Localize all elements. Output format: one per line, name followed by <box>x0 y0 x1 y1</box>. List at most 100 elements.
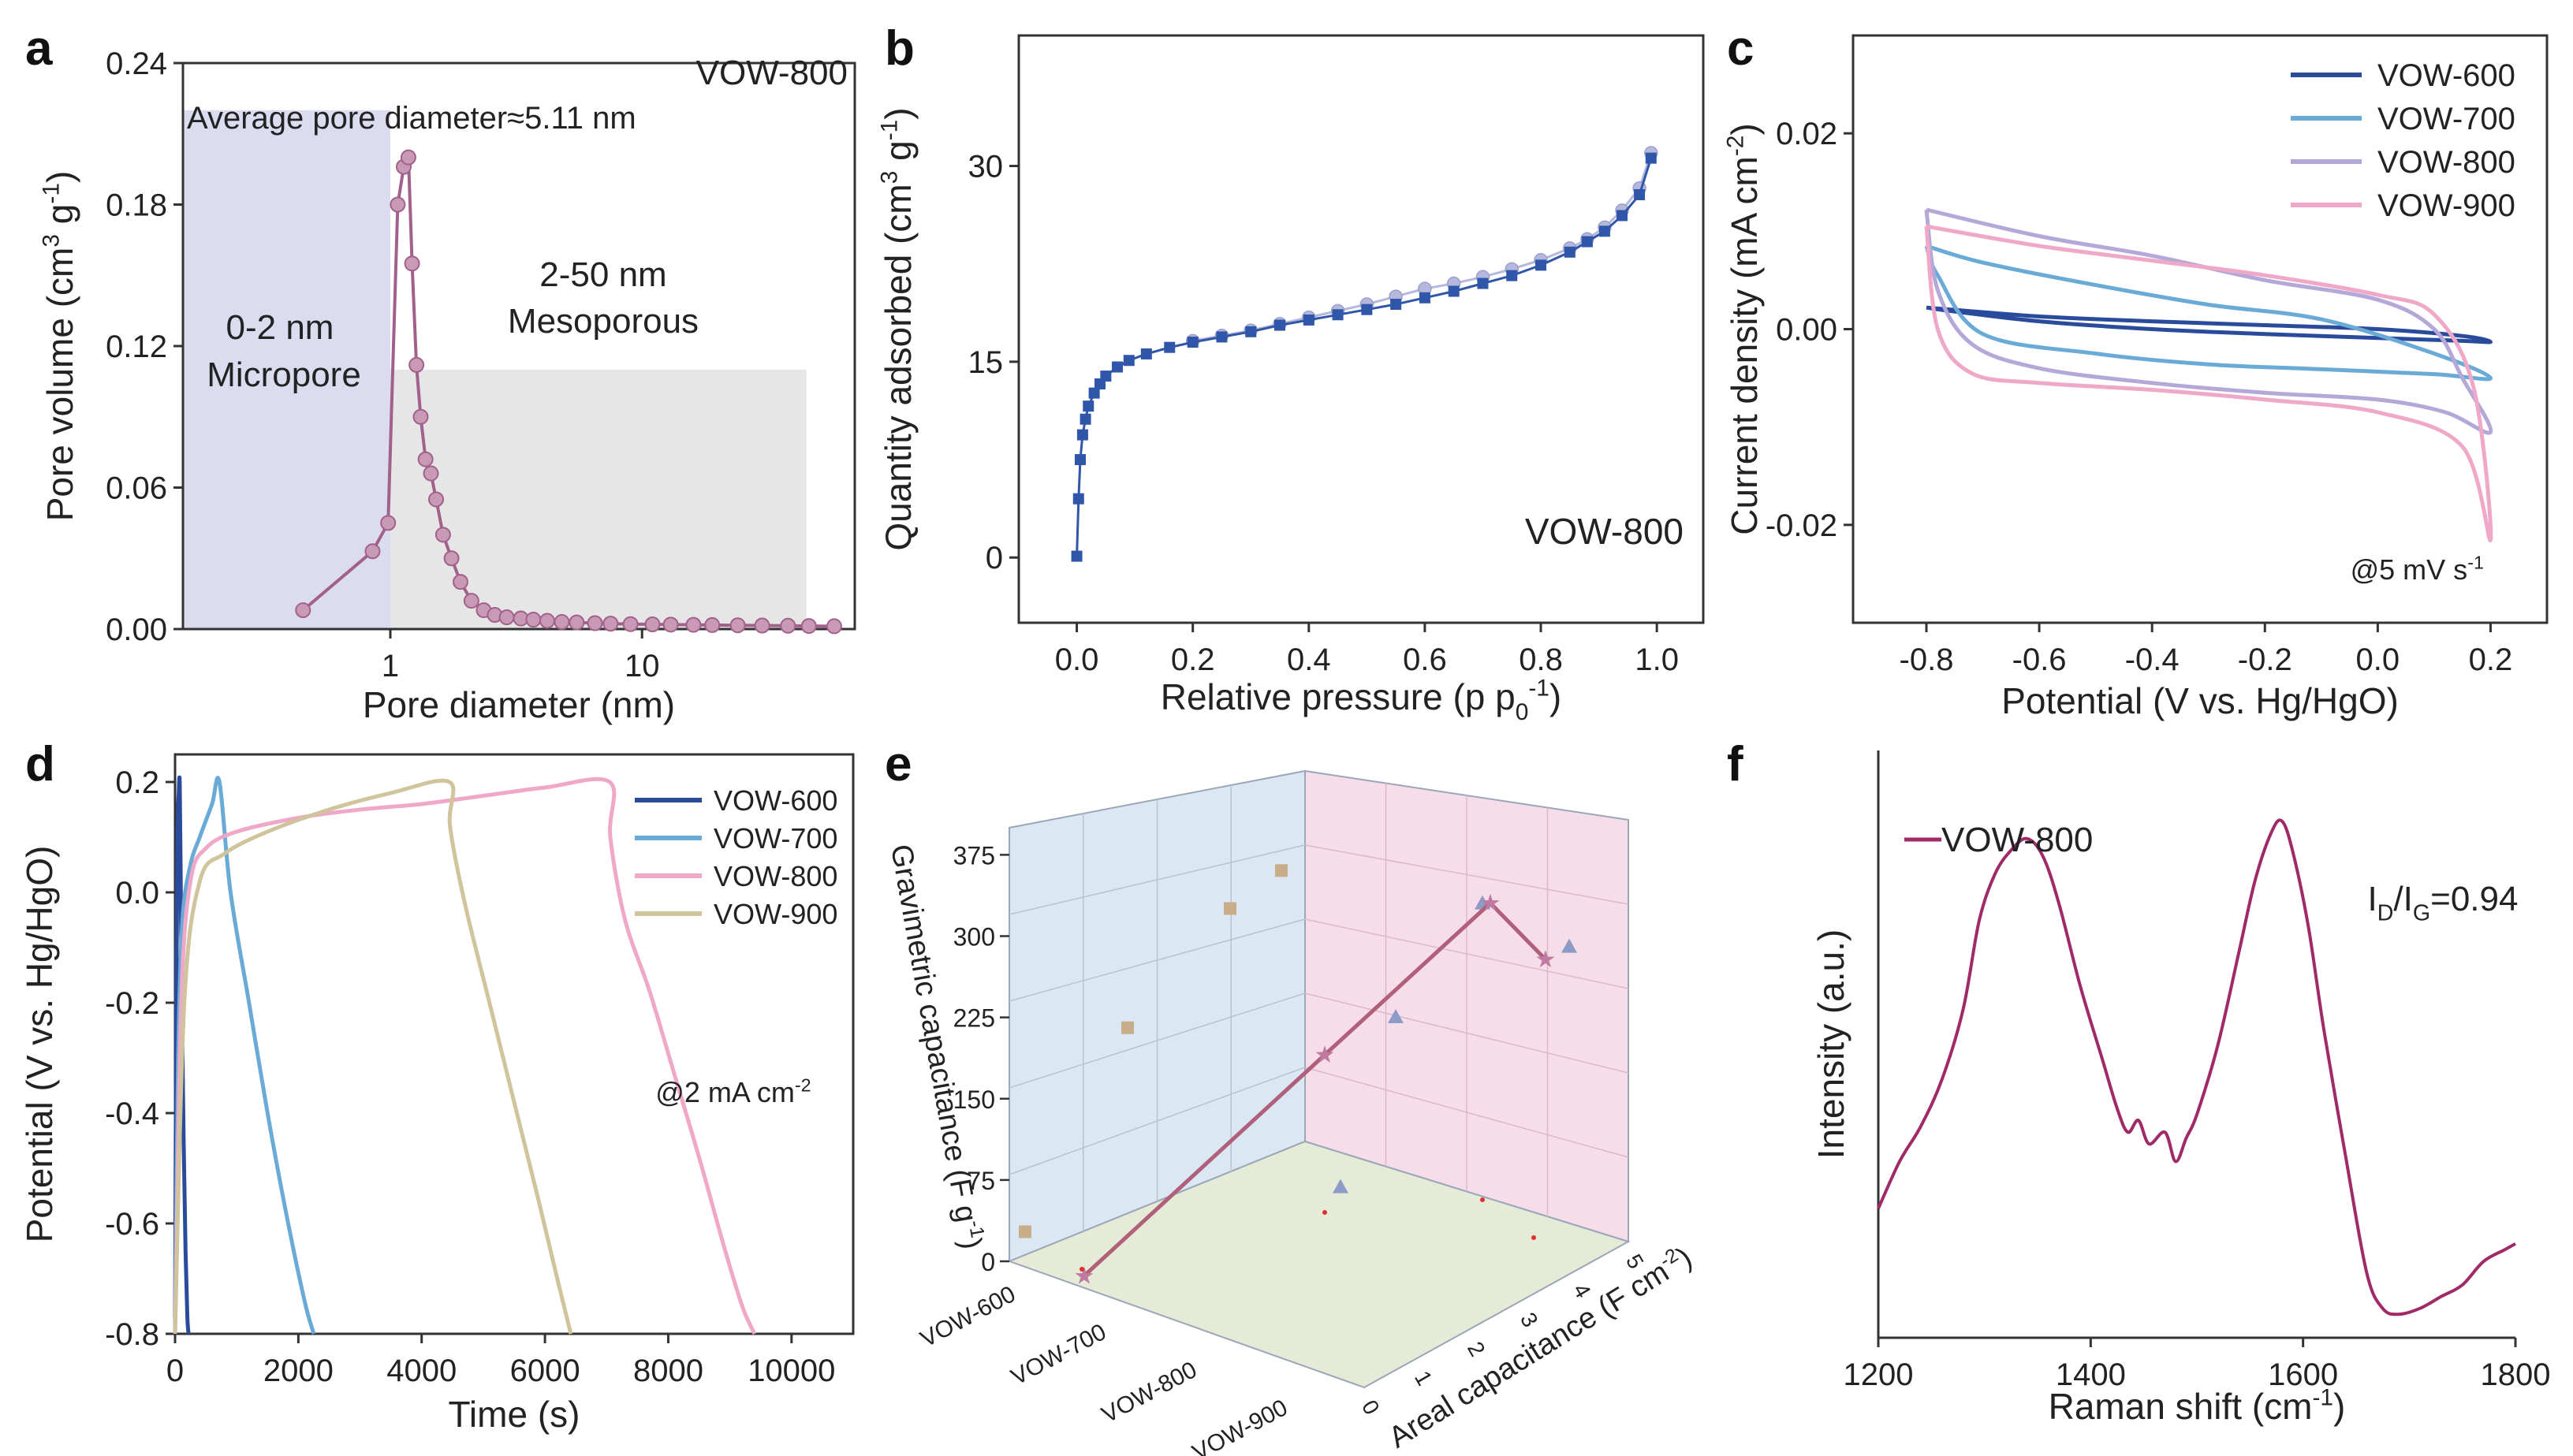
data-point <box>800 618 817 635</box>
average-pore-annotation: Average pore diameter≈5.11 nm <box>187 101 636 136</box>
x-tick-label: 0.8 <box>1519 642 1563 677</box>
x-tick-label: -0.2 <box>2238 642 2292 677</box>
data-point <box>826 618 842 635</box>
data-point <box>622 616 639 632</box>
data-point <box>554 614 570 631</box>
current-density-annotation: @2 mA cm-2 <box>655 1074 811 1108</box>
x-tick-label: 0.0 <box>2356 642 2400 677</box>
x-axis-label-part: -1 <box>2312 1385 2333 1411</box>
scan-rate-annotation-part: -1 <box>2467 552 2484 572</box>
y-tick-label: 0.0 <box>115 876 159 910</box>
data-point <box>423 465 439 482</box>
data-point <box>428 491 445 508</box>
data-point <box>434 527 451 543</box>
y-axis-label-part: Quantity adsorbed (cm <box>878 184 919 550</box>
x-tick-label: 8000 <box>633 1354 703 1388</box>
combined-point: ★ <box>1535 947 1557 973</box>
adsorption-point <box>1448 285 1460 297</box>
adsorption-point <box>1564 246 1575 258</box>
y-axis-label-part: g <box>878 140 919 170</box>
z-tick-label: 3 <box>1516 1309 1543 1331</box>
adsorption-point <box>1164 341 1176 353</box>
gcd-curve-vow-600 <box>173 775 191 1335</box>
micropore-label: Micropore <box>207 356 361 394</box>
data-point <box>754 617 770 634</box>
y-axis-label-part: ) <box>1724 123 1765 135</box>
adsorption-point <box>1112 361 1124 373</box>
data-point <box>400 149 416 166</box>
adsorption-point <box>1634 188 1646 200</box>
data-point <box>404 255 420 272</box>
floor-projection-point <box>1480 1197 1485 1202</box>
current-density-annotation-part: -2 <box>795 1074 811 1095</box>
data-point <box>498 609 515 626</box>
y-tick-label: 0.18 <box>106 188 167 223</box>
legend-label: VOW-800 <box>714 860 837 892</box>
panel-letter-e: e <box>885 737 912 791</box>
y-tick-label: -0.4 <box>105 1097 159 1131</box>
y-axis-label-part: Gravimetric capacitance (F g <box>884 842 983 1225</box>
y-tick-label: 30 <box>968 150 1004 184</box>
category-label: VOW-700 <box>1007 1319 1110 1391</box>
y-axis-label: Potential (V vs. Hg/HgO) <box>19 846 60 1243</box>
gcd-curve-vow-900 <box>173 778 573 1335</box>
adsorption-point <box>1245 326 1257 337</box>
legend-label: VOW-800 <box>2377 145 2515 180</box>
y-axis-label-part: ) <box>878 107 919 119</box>
gravimetric-projection-point <box>1121 1021 1134 1034</box>
legend-label: VOW-700 <box>714 822 837 855</box>
combined-line <box>1083 901 1547 1278</box>
panel-letter-a: a <box>25 21 53 76</box>
y-axis-label-part: -1 <box>964 1219 987 1239</box>
legend-label: VOW-900 <box>714 898 837 930</box>
x-tick-label: 2000 <box>263 1354 334 1388</box>
floor-projection-point <box>1322 1210 1327 1215</box>
adsorption-point <box>1390 299 1402 311</box>
x-axis-label: Raman shift (cm-1) <box>2049 1385 2346 1427</box>
data-point <box>587 615 603 631</box>
x-tick-label: 1200 <box>1844 1357 1914 1392</box>
adsorption-point <box>1274 319 1286 331</box>
panel-c: -0.8 -0.6 -0.4 -0.2 0.0 0.2 -0.02 0.00 0.02 VOW-6… <box>1723 34 2549 721</box>
combined-point: ★ <box>1480 891 1501 917</box>
adsorption-point <box>1535 259 1547 271</box>
adsorption-point <box>1332 309 1344 321</box>
y-tick-label: 0 <box>981 1248 995 1276</box>
x-axis-label: Potential (V vs. Hg/HgO) <box>2001 680 2399 721</box>
adsorption-point <box>1083 400 1094 412</box>
mesopore-label: Mesoporous <box>508 302 699 341</box>
region-mesoporous <box>390 369 807 629</box>
x-tick-label: 0.0 <box>1055 642 1099 677</box>
adsorption-point <box>1617 210 1628 222</box>
adsorption-point <box>1080 413 1091 425</box>
x-axis-label-part: Raman shift (cm <box>2049 1386 2313 1427</box>
y-axis-label: Pore volume (cm3 g-1) <box>39 171 80 522</box>
raman-spectrum-vow-800 <box>1877 818 2516 1316</box>
data-point <box>443 550 460 567</box>
data-point <box>729 617 746 634</box>
data-point <box>602 616 619 632</box>
x-tick-label: 0.6 <box>1403 642 1447 677</box>
panel-f: 1200 1400 1600 1800 VOW-800 ID/IG=0.94 Raman s… <box>1810 750 2550 1427</box>
floor-projection-point <box>1531 1235 1536 1240</box>
panel-letter-b: b <box>885 21 915 76</box>
category-label: VOW-900 <box>1188 1395 1292 1456</box>
id-ig-ratio-annotation: ID/IG=0.94 <box>2368 880 2519 925</box>
y-axis-label-part: 3 <box>877 171 903 184</box>
data-point <box>364 543 381 560</box>
x-tick-label: 0.2 <box>1171 642 1215 677</box>
data-point <box>525 612 542 628</box>
adsorption-point <box>1076 429 1088 441</box>
y-tick-label: 0.06 <box>106 471 167 506</box>
z-tick-label: 1 <box>1410 1367 1438 1390</box>
y-axis-label-part: -1 <box>39 183 65 204</box>
data-point <box>780 617 796 634</box>
cv-curve-vow-600 <box>1926 305 2493 344</box>
areal-projection-point <box>1388 1009 1404 1023</box>
areal-projection-point <box>1561 938 1577 953</box>
x-tick-label: 1.0 <box>1635 642 1679 677</box>
y-tick-label: -0.02 <box>1766 508 1837 543</box>
data-point <box>408 356 425 373</box>
data-point <box>463 593 479 609</box>
